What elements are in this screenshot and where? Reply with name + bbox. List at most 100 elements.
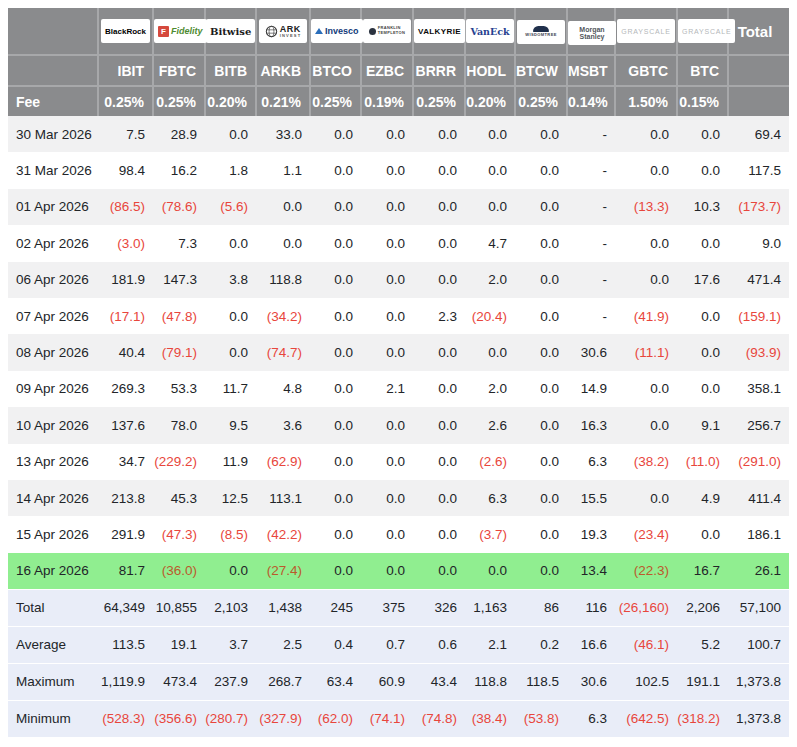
- invesco-triangle-icon: [315, 28, 323, 34]
- flow-value-cell: (173.7): [728, 189, 789, 225]
- flow-value-cell: 0.0: [515, 480, 567, 516]
- flow-value-cell: 0.0: [413, 444, 465, 480]
- valkyrie-logo-box: VALKYRIE: [414, 19, 465, 43]
- flow-value-cell: (20.4): [465, 298, 515, 334]
- flow-value-cell: 0.0: [361, 553, 413, 589]
- ark-logo-box: ARKINVEST: [259, 19, 307, 43]
- flow-value-cell: 0.0: [677, 371, 728, 407]
- flow-value-cell: 4.8: [256, 371, 310, 407]
- morganstanley-logo-box: Morgan Stanley: [568, 21, 616, 45]
- fidelity-f-icon: F: [158, 26, 169, 37]
- flow-value-cell: 12.5: [205, 480, 256, 516]
- flow-value-cell: 0.0: [310, 116, 361, 152]
- summary-value-cell: 60.9: [361, 663, 413, 700]
- flow-value-cell: 0.0: [515, 262, 567, 298]
- summary-value-cell: 2,103: [205, 589, 256, 626]
- flow-value-cell: 0.0: [310, 407, 361, 443]
- empty-ticker-total-cell: [728, 55, 789, 86]
- flow-value-cell: 0.0: [677, 116, 728, 152]
- ticker-ARKB: ARKB: [256, 55, 310, 86]
- flow-value-cell: 16.2: [153, 152, 205, 188]
- summary-row-minimum: Minimum(528.3)(356.6)(280.7)(327.9)(62.0…: [8, 700, 789, 737]
- summary-value-cell: (528.3): [98, 700, 153, 737]
- provider-header-BTCO: Invesco: [310, 8, 361, 55]
- flow-value-cell: 0.0: [413, 516, 465, 552]
- summary-value-cell: 2.1: [465, 626, 515, 663]
- flow-value-cell: 15.5: [567, 480, 615, 516]
- date-cell: 02 Apr 2026: [8, 225, 98, 261]
- flow-value-cell: 0.0: [465, 334, 515, 370]
- flow-value-cell: 471.4: [728, 262, 789, 298]
- flow-value-cell: 0.0: [515, 444, 567, 480]
- flow-value-cell: 0.0: [310, 516, 361, 552]
- flow-value-cell: 6.3: [567, 444, 615, 480]
- date-cell: 06 Apr 2026: [8, 262, 98, 298]
- flow-value-cell: 0.0: [515, 553, 567, 589]
- fee-FBTC: 0.25%: [153, 86, 205, 116]
- grayscale-logo-box: GRAYSCALE: [617, 19, 674, 43]
- summary-value-cell: 1,163: [465, 589, 515, 626]
- flow-value-cell: 0.0: [310, 553, 361, 589]
- flow-value-cell: 0.0: [413, 262, 465, 298]
- flow-value-cell: 147.3: [153, 262, 205, 298]
- flow-value-cell: 0.0: [515, 225, 567, 261]
- highlighted-data-row: 16 Apr 202681.7(36.0)0.0(27.4)0.00.00.00…: [8, 553, 789, 589]
- flow-value-cell: 0.0: [361, 516, 413, 552]
- flow-value-cell: 0.0: [465, 189, 515, 225]
- flow-value-cell: (159.1): [728, 298, 789, 334]
- summary-value-cell: (356.6): [153, 700, 205, 737]
- summary-value-cell: 116: [567, 589, 615, 626]
- flow-value-cell: (34.2): [256, 298, 310, 334]
- summary-value-cell: (280.7): [205, 700, 256, 737]
- flow-value-cell: 4.7: [465, 225, 515, 261]
- fee-BTCW: 0.25%: [515, 86, 567, 116]
- flow-value-cell: -: [567, 116, 615, 152]
- date-cell: 09 Apr 2026: [8, 371, 98, 407]
- summary-value-cell: (53.8): [515, 700, 567, 737]
- ticker-BTC: BTC: [677, 55, 728, 86]
- summary-value-cell: (74.1): [361, 700, 413, 737]
- flow-value-cell: 7.3: [153, 225, 205, 261]
- ticker-HODL: HODL: [465, 55, 515, 86]
- flow-value-cell: (86.5): [98, 189, 153, 225]
- summary-value-cell: 1,119.9: [98, 663, 153, 700]
- flow-value-cell: 0.0: [361, 480, 413, 516]
- flow-value-cell: (291.0): [728, 444, 789, 480]
- flow-value-cell: (11.0): [677, 444, 728, 480]
- summary-value-cell: 30.6: [567, 663, 615, 700]
- summary-value-cell: 0.2: [515, 626, 567, 663]
- flow-value-cell: 0.0: [361, 116, 413, 152]
- blackrock-logo-text: BlackRock: [105, 27, 146, 36]
- flow-value-cell: (11.1): [615, 334, 677, 370]
- summary-value-cell: 102.5: [615, 663, 677, 700]
- flow-value-cell: 0.0: [361, 444, 413, 480]
- flow-value-cell: 2.3: [413, 298, 465, 334]
- flow-value-cell: -: [567, 152, 615, 188]
- summary-value-cell: 118.8: [465, 663, 515, 700]
- flow-value-cell: 117.5: [728, 152, 789, 188]
- flow-value-cell: 0.0: [310, 444, 361, 480]
- flow-value-cell: 0.0: [205, 334, 256, 370]
- flow-value-cell: (17.1): [98, 298, 153, 334]
- flow-value-cell: 9.0: [728, 225, 789, 261]
- flow-value-cell: 0.0: [615, 407, 677, 443]
- flow-value-cell: 0.0: [465, 553, 515, 589]
- flow-value-cell: 411.4: [728, 480, 789, 516]
- fidelity-logo-text: Fidelity: [171, 26, 203, 36]
- vaneck-logo-text: VanEck: [470, 26, 509, 37]
- flow-value-cell: (3.7): [465, 516, 515, 552]
- flow-value-cell: 0.0: [205, 553, 256, 589]
- flow-value-cell: 181.9: [98, 262, 153, 298]
- summary-label: Maximum: [8, 663, 98, 700]
- summary-value-cell: 237.9: [205, 663, 256, 700]
- provider-header-ARKB: ARKINVEST: [256, 8, 310, 55]
- fee-ARKB: 0.21%: [256, 86, 310, 116]
- summary-label: Average: [8, 626, 98, 663]
- flow-value-cell: (38.2): [615, 444, 677, 480]
- flow-value-cell: 1.1: [256, 152, 310, 188]
- wisdomtree-logo-text: WISDOMTREE: [525, 33, 557, 37]
- ticker-FBTC: FBTC: [153, 55, 205, 86]
- flow-value-cell: 19.3: [567, 516, 615, 552]
- date-cell: 30 Mar 2026: [8, 116, 98, 152]
- flow-value-cell: (3.0): [98, 225, 153, 261]
